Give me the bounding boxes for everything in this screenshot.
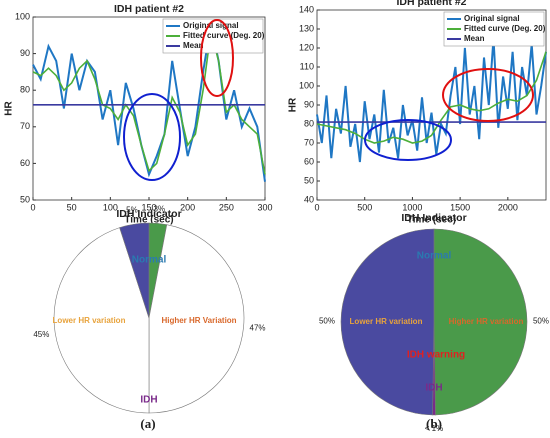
highlight-ellipse xyxy=(364,119,452,161)
pie-slice xyxy=(119,222,150,319)
annotation: IDH warning xyxy=(407,350,465,361)
pie-slice xyxy=(340,228,435,416)
x-tick-label: 150 xyxy=(141,202,156,212)
x-tick-label: 0 xyxy=(30,202,35,212)
y-axis-label: HR xyxy=(288,97,299,112)
x-tick-label: 100 xyxy=(103,202,118,212)
annotation: Lower HR variation xyxy=(350,317,423,326)
annotation: Normal xyxy=(132,255,167,266)
x-tick-label: 2000 xyxy=(498,202,518,212)
pie-slice xyxy=(433,228,528,416)
y-tick-label: 90 xyxy=(20,48,30,58)
y-axis-label: HR xyxy=(4,101,15,116)
caption: (a) xyxy=(140,416,155,431)
legend-label: Original signal xyxy=(183,21,239,30)
caption: (b) xyxy=(426,416,442,431)
pie-slice xyxy=(148,224,245,414)
y-tick-label: 50 xyxy=(20,194,30,204)
series-line xyxy=(316,51,547,144)
chart-title: IDH patient #2 xyxy=(114,3,184,15)
series-line xyxy=(32,31,266,175)
x-tick-label: 500 xyxy=(357,202,372,212)
value-label: 3% xyxy=(153,205,165,214)
y-tick-label: 140 xyxy=(299,4,314,14)
highlight-ellipse xyxy=(442,68,534,122)
value-label: 50% xyxy=(533,316,549,325)
series-line xyxy=(32,24,266,182)
x-tick-label: 1500 xyxy=(450,202,470,212)
series-line xyxy=(316,38,547,163)
x-tick-label: 250 xyxy=(219,202,234,212)
legend-label: Mean xyxy=(464,34,485,43)
x-axis-label: Time (sec) xyxy=(407,215,456,226)
y-tick-label: 110 xyxy=(300,61,314,71)
y-tick-label: 130 xyxy=(299,23,314,33)
y-tick-label: 40 xyxy=(304,194,314,204)
annotation: Higher HR variation xyxy=(449,317,524,326)
x-tick-label: 50 xyxy=(67,202,77,212)
y-tick-label: 50 xyxy=(304,175,314,185)
x-tick-label: 0 xyxy=(314,202,319,212)
y-tick-label: 80 xyxy=(304,118,314,128)
x-tick-label: 1000 xyxy=(402,202,422,212)
highlight-ellipse xyxy=(200,19,234,97)
x-tick-label: 300 xyxy=(257,202,272,212)
annotation: Lower HR variation xyxy=(53,316,126,325)
legend-label: Fitted curve (Deg. 20) xyxy=(183,31,265,40)
y-tick-label: 120 xyxy=(299,42,314,52)
annotation: IDH xyxy=(425,383,442,394)
y-tick-label: 80 xyxy=(20,85,30,95)
y-tick-label: 90 xyxy=(304,99,314,109)
y-tick-label: 60 xyxy=(20,158,30,168)
value-label: 45% xyxy=(33,330,49,339)
chart-title: IDH Indicator xyxy=(401,212,466,224)
y-tick-label: 60 xyxy=(304,156,314,166)
y-tick-label: 70 xyxy=(20,121,30,131)
value-label: 5% xyxy=(126,205,138,214)
chart-title: IDH Indicator xyxy=(116,208,181,220)
highlight-ellipse xyxy=(123,93,181,181)
chart-title: IDH patient #2 xyxy=(396,0,466,8)
legend-label: Original signal xyxy=(464,14,520,23)
value-label: < 1% xyxy=(425,424,443,433)
value-label: 50% xyxy=(319,316,335,325)
x-tick-label: 200 xyxy=(180,202,195,212)
x-axis-label: Time (sec) xyxy=(124,215,173,226)
y-tick-label: 100 xyxy=(299,80,314,90)
y-tick-label: 70 xyxy=(304,137,314,147)
legend-label: Fitted curve (Deg. 20) xyxy=(464,24,546,33)
value-label: 47% xyxy=(250,323,266,332)
annotation: Higher HR Variation xyxy=(161,316,236,325)
annotation: IDH xyxy=(140,395,157,406)
pie-slice xyxy=(53,227,150,414)
y-tick-label: 100 xyxy=(15,11,30,21)
legend-label: Mean xyxy=(183,41,204,50)
annotation: Normal xyxy=(417,251,452,262)
